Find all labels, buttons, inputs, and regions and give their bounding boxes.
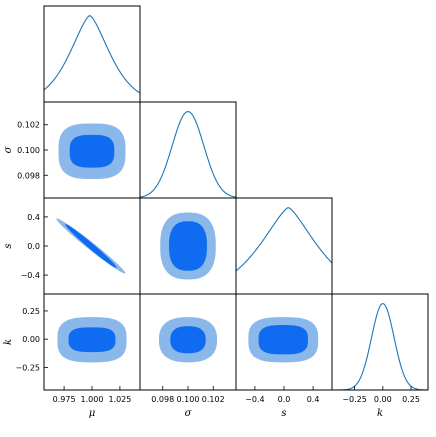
x-axis-label-s: s [281, 408, 286, 419]
x-tick-label-k: −0.25 [342, 395, 367, 404]
y-tick-label-k: −0.25 [15, 363, 40, 372]
contour-sigma-s-inner-region [169, 221, 207, 271]
x-tick-label-s: 0.4 [307, 395, 320, 404]
y-tick-label-k: 0.25 [22, 307, 40, 316]
x-tick-label-k: 0.00 [374, 395, 392, 404]
y-tick-label-sigma: 0.102 [17, 121, 40, 130]
y-tick-label-sigma: 0.098 [17, 171, 40, 180]
contour-mu-k-inner-region [68, 327, 116, 353]
x-tick-label-sigma: 0.102 [202, 395, 225, 404]
x-tick-label-mu: 1.000 [81, 395, 104, 404]
contour-s-k-group [248, 317, 319, 363]
contour-mu-sigma-inner-region [69, 134, 115, 168]
y-tick-label-s: 0.4 [27, 213, 40, 222]
panel-frame-k-k [331, 293, 429, 391]
contour-s-k-inner-region [258, 325, 308, 355]
y-tick-label-k: 0.00 [22, 335, 40, 344]
panel-frame-mu-mu [43, 5, 141, 103]
y-axis-label-sigma: σ [3, 145, 14, 153]
contour-sigma-k-group [158, 317, 218, 363]
marginal-mu-curve [43, 15, 141, 94]
y-tick-label-sigma: 0.100 [17, 146, 40, 155]
x-tick-label-sigma: 0.098 [151, 395, 174, 404]
marginal-s-curve [235, 207, 333, 272]
x-axis-label-k: k [377, 408, 383, 419]
panel-frame-sigma-sigma [139, 101, 237, 199]
y-axis-label-s: s [3, 243, 14, 248]
marginal-k-curve [332, 303, 429, 391]
contour-mu-s-inner-region [65, 224, 117, 268]
x-tick-label-mu: 1.025 [108, 395, 131, 404]
contour-mu-sigma-group [58, 123, 126, 180]
x-tick-label-k: 0.25 [402, 395, 420, 404]
y-tick-label-s: 0.0 [27, 242, 40, 251]
x-tick-label-mu: 0.975 [53, 395, 76, 404]
x-tick-label-s: −0.4 [245, 395, 264, 404]
x-tick-label-sigma: 0.100 [177, 395, 200, 404]
y-tick-label-s: −0.4 [21, 271, 40, 280]
x-axis-label-mu: μ [89, 408, 96, 419]
x-tick-label-s: 0.0 [278, 395, 291, 404]
x-axis-label-sigma: σ [185, 408, 193, 419]
y-axis-label-k: k [3, 339, 14, 345]
contour-sigma-k-inner-region [170, 326, 206, 354]
marginal-sigma-curve [139, 111, 237, 198]
contour-mu-k-group [57, 317, 127, 363]
contour-sigma-s-group [160, 212, 216, 280]
contour-mu-s-group [56, 218, 126, 274]
